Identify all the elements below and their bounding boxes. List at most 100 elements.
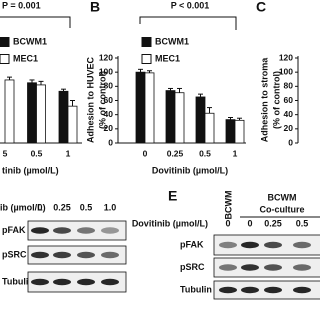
y-tick-label: 40 — [284, 109, 294, 119]
significance-label: P < 0.001 — [171, 0, 210, 10]
legend-label: MEC1 — [13, 53, 38, 63]
bar — [195, 96, 206, 144]
legend-swatch — [141, 37, 152, 47]
y-tick-label: 120 — [99, 52, 113, 62]
legend-label: BCWM1 — [155, 36, 189, 46]
dose-label: 1.0 — [104, 202, 117, 212]
x-tick-label: 0 — [143, 148, 148, 158]
blot-band — [241, 241, 259, 249]
error-bar — [207, 107, 212, 114]
blot-band — [219, 286, 237, 294]
bar — [234, 119, 245, 144]
y-tick-label: 60 — [104, 95, 114, 105]
dose-label: 0.25 — [264, 218, 282, 228]
y-tick-label: 0 — [108, 137, 113, 147]
error-bar — [237, 117, 242, 121]
blot-band — [77, 227, 95, 234]
error-bar — [70, 100, 75, 107]
error-bar — [147, 70, 152, 73]
dose-label: 0 — [225, 218, 230, 228]
blot-band — [31, 251, 49, 259]
error-bar — [29, 79, 35, 83]
x-tick-label: 0.5 — [31, 148, 43, 158]
blot-band — [101, 251, 119, 259]
blot-band — [241, 264, 259, 271]
legend-swatch — [0, 54, 10, 64]
y-tick-label: 20 — [104, 123, 114, 133]
error-bar — [7, 76, 12, 80]
error-bar — [138, 68, 143, 73]
x-tick-label: 5 — [3, 148, 8, 158]
bar — [225, 119, 236, 144]
row-label: pSRC — [2, 249, 27, 259]
y-tick-label: 100 — [279, 66, 293, 76]
blot-band — [241, 286, 259, 294]
blot-band — [31, 278, 49, 286]
blot-band — [219, 264, 237, 271]
bar — [204, 112, 215, 144]
y-tick-label: 20 — [284, 123, 294, 133]
y-axis-label: Adhesion to HUVEC — [85, 57, 95, 144]
y-tick-label: 40 — [104, 109, 114, 119]
dose-header: ib (µmol/L) — [0, 202, 46, 212]
bar — [67, 105, 78, 144]
y-axis-label: (% of control) — [97, 71, 107, 129]
row-label: Tubulin — [180, 284, 212, 294]
x-tick-label: 1 — [233, 148, 238, 158]
blot-band — [77, 251, 95, 259]
x-tick-label: 1 — [66, 148, 71, 158]
group-label: BCWM — [268, 192, 297, 202]
y-tick-label: 80 — [284, 81, 294, 91]
bar — [174, 92, 185, 144]
group-label: BCWM — [223, 191, 233, 220]
significance-label: P = 0.001 — [2, 0, 41, 10]
dose-header: Dovitinib (µmol/L) — [132, 218, 208, 228]
blot-band — [101, 227, 119, 234]
error-bar — [168, 87, 173, 91]
error-bar — [38, 80, 44, 85]
blot-band — [264, 241, 282, 249]
row-label: pFAK — [180, 239, 204, 249]
error-bar — [228, 117, 233, 120]
y-tick-label: 80 — [104, 81, 114, 91]
dose-label: 0.5 — [80, 202, 93, 212]
bar — [27, 82, 37, 144]
panel-letter: B — [90, 0, 100, 15]
y-tick-label: 120 — [279, 52, 293, 62]
y-axis-label: (% of control) — [271, 71, 281, 129]
x-axis-label: Dovitinib (µmol/L) — [152, 165, 228, 175]
y-tick-label: 100 — [99, 66, 113, 76]
dose-label: 0.25 — [53, 202, 71, 212]
blot-band — [77, 278, 95, 286]
blot-band — [53, 278, 71, 286]
blot-band — [53, 227, 71, 234]
y-tick-label: 60 — [284, 95, 294, 105]
legend-swatch — [0, 37, 10, 47]
row-label: pFAK — [2, 225, 26, 235]
panel-letter: E — [168, 188, 177, 204]
blot-band — [53, 251, 71, 259]
group-label: Co-culture — [260, 204, 305, 214]
blot-band — [101, 278, 119, 286]
error-bar — [177, 87, 182, 93]
legend-swatch — [141, 54, 152, 64]
dose-label: 0 — [247, 218, 252, 228]
bar — [144, 72, 155, 144]
bar — [36, 84, 46, 144]
x-tick-label: 0.25 — [167, 148, 184, 158]
blot-band — [219, 241, 237, 249]
bar — [165, 90, 176, 144]
dose-label: 0 — [37, 202, 42, 212]
bar — [58, 90, 69, 144]
row-label: pSRC — [180, 262, 205, 272]
error-bar — [198, 93, 203, 97]
blot-band — [264, 264, 282, 271]
error-bar — [61, 88, 66, 92]
blot-band — [293, 241, 311, 249]
legend-label: MEC1 — [155, 53, 180, 63]
significance-bracket — [139, 16, 237, 30]
blot-band — [293, 286, 311, 294]
blot-band — [293, 264, 311, 271]
